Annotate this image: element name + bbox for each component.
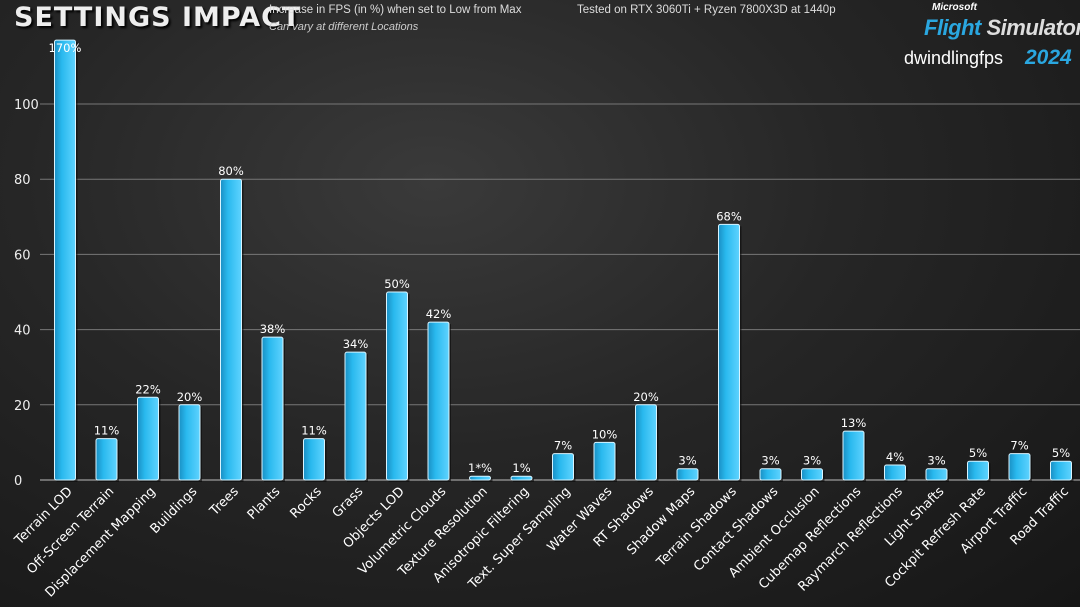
bar xyxy=(759,468,782,481)
data-label: 50% xyxy=(384,277,410,291)
data-label: 22% xyxy=(135,382,161,396)
x-tick-label: Rocks xyxy=(287,484,325,522)
x-tick-label: Grass xyxy=(330,484,367,521)
bar xyxy=(925,468,948,481)
bar xyxy=(718,223,740,481)
logo-product: Flight Simulator xyxy=(924,15,1080,41)
data-label: 170% xyxy=(49,41,82,55)
y-tick-label: 80 xyxy=(14,173,31,188)
data-label: 38% xyxy=(260,322,286,336)
bar xyxy=(1008,453,1031,481)
bar xyxy=(427,321,450,481)
y-tick-label: 20 xyxy=(14,399,31,414)
data-label: 68% xyxy=(716,209,742,223)
data-label: 7% xyxy=(1010,439,1028,453)
test-info: Tested on RTX 3060Ti + Ryzen 7800X3D at … xyxy=(577,4,836,16)
data-label: 11% xyxy=(301,424,327,438)
data-label: 13% xyxy=(841,416,867,430)
data-label: 80% xyxy=(218,164,244,178)
bar xyxy=(303,438,325,481)
data-label: 20% xyxy=(177,390,203,404)
bar xyxy=(137,396,159,481)
bar xyxy=(95,438,118,481)
bar xyxy=(552,453,574,481)
data-label: 34% xyxy=(343,337,369,351)
bar xyxy=(676,468,699,481)
data-label: 20% xyxy=(633,390,659,404)
y-tick-label: 0 xyxy=(14,474,22,489)
logo-author: dwindlingfps xyxy=(904,48,1004,68)
data-label: 10% xyxy=(592,427,618,441)
bar xyxy=(469,475,491,481)
bar xyxy=(178,404,201,481)
logo-product-a: Flight xyxy=(924,15,981,40)
bar xyxy=(842,430,865,481)
bar xyxy=(220,178,242,481)
bar xyxy=(510,475,533,481)
bar xyxy=(1050,460,1072,481)
data-label: 4% xyxy=(886,450,904,464)
bar xyxy=(884,464,906,481)
bar xyxy=(344,351,367,481)
x-tick-label: Plants xyxy=(245,484,284,523)
logo-product-b: Simulator xyxy=(986,15,1080,40)
data-label: 42% xyxy=(426,307,452,321)
msfs-logo: Microsoft Flight Simulator dwindlingfps … xyxy=(890,2,1080,72)
data-label: 7% xyxy=(554,439,572,453)
chart-note: Can vary at different Locations xyxy=(269,21,419,33)
y-tick-label: 60 xyxy=(14,248,31,263)
chart-subtitle: Increase in FPS (in %) when set to Low f… xyxy=(269,4,522,16)
data-label: 1*% xyxy=(468,461,492,475)
data-label: 5% xyxy=(1052,446,1070,460)
logo-brand: Microsoft xyxy=(932,2,977,13)
data-label: 3% xyxy=(803,454,821,468)
data-label: 3% xyxy=(678,454,696,468)
data-label: 11% xyxy=(94,424,120,438)
data-label: 3% xyxy=(761,454,779,468)
bar xyxy=(386,291,408,481)
y-tick-label: 100 xyxy=(14,98,39,113)
data-label: 5% xyxy=(969,446,987,460)
bar xyxy=(593,441,616,481)
bar xyxy=(801,468,823,481)
bar xyxy=(967,460,989,481)
bar xyxy=(261,336,284,481)
data-label: 1% xyxy=(512,461,530,475)
data-label: 3% xyxy=(927,454,945,468)
logo-year: 2024 xyxy=(1025,46,1072,69)
bar xyxy=(54,39,76,481)
chart-title: SETTINGS IMPACT xyxy=(14,2,302,33)
y-tick-label: 40 xyxy=(14,324,31,339)
x-tick-label: Trees xyxy=(207,484,242,519)
bar xyxy=(635,404,657,481)
